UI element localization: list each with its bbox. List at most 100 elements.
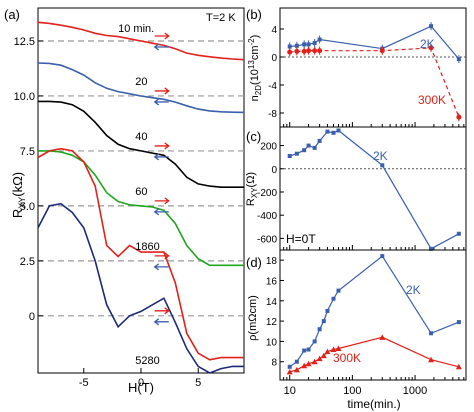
arrow-right [154,252,170,260]
data-point [429,331,434,336]
data-point [294,151,299,156]
series-label: 20 [135,76,147,88]
y-tick-label: 8 [271,358,277,369]
panel-d: (d) ρ(mΩcm) time(min.) 8 10 12 14 16 18 10 100 1… [246,249,467,411]
series-line-0 [37,21,245,61]
y-tick-label: -200 [257,188,277,199]
series-line-0 [289,255,460,368]
y-tick-label: 2.5 [20,256,35,268]
data-point [302,42,307,47]
data-point [428,356,435,363]
data-point [316,355,323,362]
data-point [321,319,326,324]
arrow-right [154,197,170,205]
data-point [455,363,462,370]
y-tick-label: 18 [266,256,278,267]
data-point [380,254,385,259]
data-point [317,48,323,54]
x-tick-label: 10 [284,385,296,397]
panel-d-xlabel: time(min.) [347,397,400,411]
data-point [331,296,336,301]
data-point [325,308,330,313]
data-point [325,129,330,134]
data-point [330,346,337,353]
data-point [336,128,341,133]
data-point [305,360,312,367]
data-point [312,339,317,344]
data-point [312,48,318,54]
data-point [302,348,307,353]
data-point [311,358,318,365]
panel-d-ylabel: ρ(mΩcm) [247,295,259,341]
series-label-2k-c: 2K [373,149,388,163]
x-tick-label: 5 [195,377,201,389]
y-tick-label: -8 [268,109,277,120]
panel-c-label: (c) [246,129,261,144]
data-point [429,246,434,251]
data-point [456,231,461,236]
arrow-left [153,318,169,326]
panel-b-frame [279,7,467,128]
panel-a-annotation: T=2 K [206,12,236,24]
data-point [301,48,307,54]
panel-a-label: (a) [4,7,20,22]
y-tick-label: 0 [29,311,35,323]
y-tick-label: 16 [266,276,278,287]
series-label: 60 [135,186,147,198]
data-point [312,41,317,45]
arrow-right [154,307,170,315]
y-tick-label: 4 [271,25,277,36]
series-label-2k: 2K [420,37,435,51]
data-point [317,327,322,332]
data-point [336,288,341,293]
data-point [306,48,312,54]
data-point [302,148,307,153]
x-tick-label: -5 [79,377,89,389]
data-point [379,48,385,54]
data-point [428,45,434,51]
data-point [429,24,434,29]
series-label: 40 [135,131,147,143]
arrow-left [153,263,169,271]
panel-b-label: (b) [246,7,262,22]
data-point [286,368,293,375]
data-point [379,334,386,340]
data-point [331,130,336,135]
data-point [294,359,299,364]
y-tick-label: 7.5 [20,146,35,158]
series-label-2k-d: 2K [406,283,421,297]
panel-d-frame [279,249,467,381]
series-line-4 [37,147,244,361]
y-tick-label: -600 [257,234,277,245]
y-tick-label: 14 [266,297,278,308]
data-point [317,138,322,143]
panel-a-xlabel: H(T) [128,380,154,395]
y-tick-label: -400 [257,211,277,222]
series-line-2 [38,100,244,188]
series-label: 1860 [135,241,159,253]
y-tick-label: 200 [260,142,277,153]
y-tick-label: 10.0 [14,91,35,103]
data-point [456,114,462,120]
data-point [320,352,327,359]
data-point [456,57,461,62]
data-point [456,320,461,325]
y-tick-label: 10 [266,337,278,348]
arrow-left [153,208,169,216]
panel-d-label: (d) [246,255,262,270]
arrow-left [153,153,169,161]
data-point [287,49,293,55]
data-point [294,43,299,48]
series-line-1 [37,62,245,114]
x-tick-label: 100 [343,385,361,397]
x-tick-label: 1000 [403,385,427,397]
panel-a: (a) T=2 K RXY(kΩ) H(T) 02.55.07.510.012.… [4,7,245,395]
data-point [287,364,292,369]
y-tick-label: -4 [268,81,277,92]
y-tick-label: 12 [266,317,278,328]
data-point [324,348,331,355]
data-point [306,143,311,148]
data-point [287,44,292,49]
